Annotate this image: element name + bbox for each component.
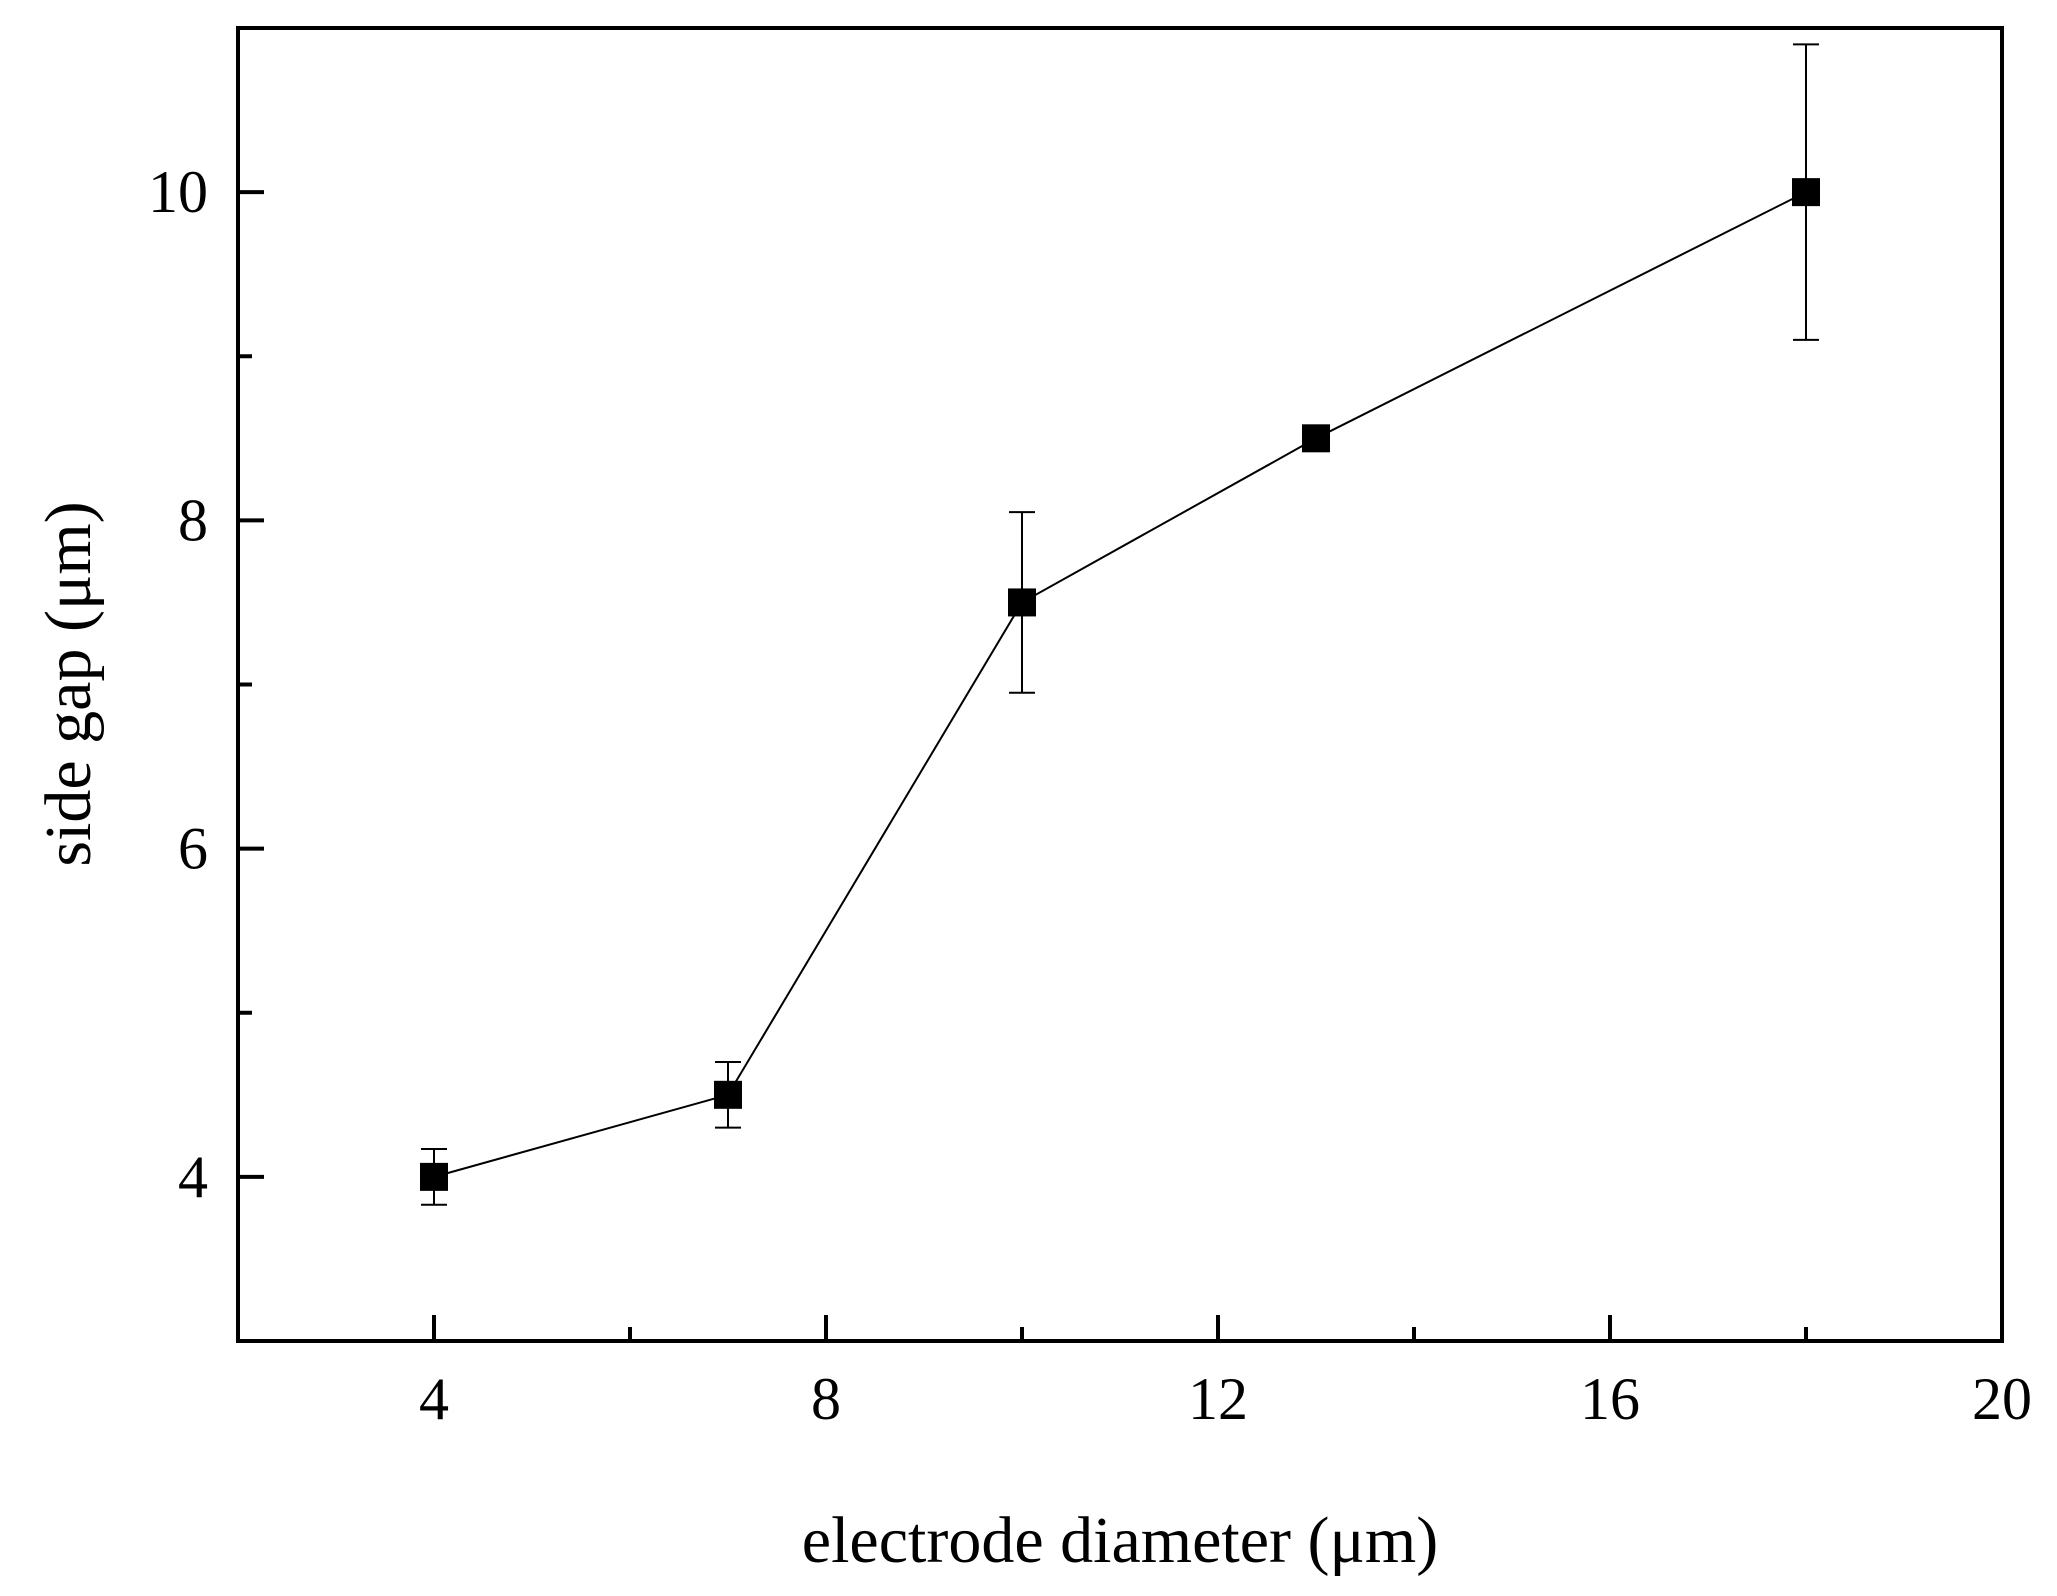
x-tick-label: 8 <box>811 1366 841 1432</box>
error-bars <box>421 43 1819 1206</box>
x-tick-label: 12 <box>1188 1366 1248 1432</box>
y-tick-label: 10 <box>148 159 208 225</box>
markers <box>420 178 1820 1191</box>
data-line <box>433 191 1807 1178</box>
y-tick-label: 6 <box>178 816 208 882</box>
data-point <box>420 1162 448 1191</box>
y-tick-label: 8 <box>178 487 208 553</box>
data-point <box>714 1080 742 1109</box>
x-tick-label: 16 <box>1580 1366 1640 1432</box>
data-point <box>1302 424 1330 453</box>
x-axis-title: electrode diameter (μm) <box>802 1504 1438 1577</box>
y-axis-title: side gap (μm) <box>32 501 105 866</box>
y-tick-label: 4 <box>178 1144 208 1210</box>
x-tick-label: 4 <box>419 1366 449 1432</box>
data-point <box>1008 588 1036 617</box>
plot-frame <box>236 26 2004 1343</box>
data-point <box>1792 178 1820 207</box>
ticks <box>238 190 1808 1341</box>
x-tick-label: 20 <box>1972 1366 2032 1432</box>
series-line <box>433 191 1807 1178</box>
tick-labels: 4 8 12 16 20 4 6 8 10 <box>148 159 2032 1432</box>
